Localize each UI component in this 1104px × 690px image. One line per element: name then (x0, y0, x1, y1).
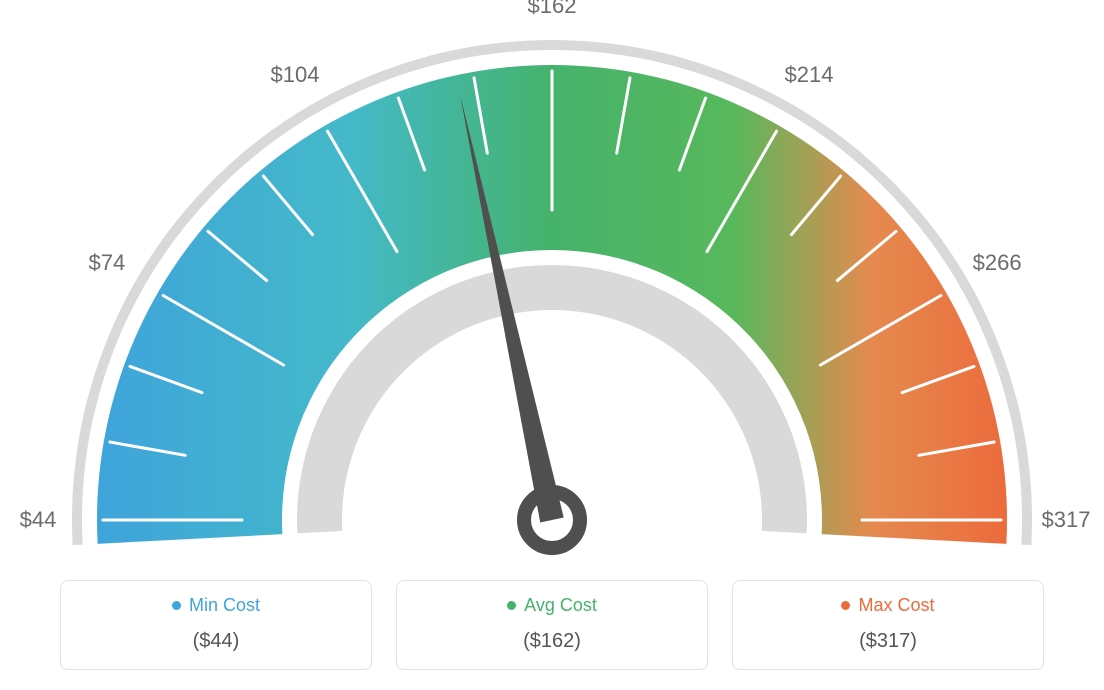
gauge-svg (0, 0, 1104, 560)
gauge-tick-label: $74 (89, 250, 126, 276)
legend-title-min: Min Cost (172, 595, 260, 616)
legend-row: Min Cost ($44) Avg Cost ($162) Max Cost … (60, 580, 1044, 670)
legend-dot-min (172, 601, 181, 610)
legend-dot-avg (507, 601, 516, 610)
legend-card-max: Max Cost ($317) (732, 580, 1044, 670)
gauge-tick-label: $104 (271, 62, 320, 88)
legend-title-avg: Avg Cost (507, 595, 597, 616)
gauge-area: $44 $74 $104 $162 $214 $266 $317 (0, 0, 1104, 560)
legend-card-avg: Avg Cost ($162) (396, 580, 708, 670)
legend-value-avg: ($162) (407, 630, 697, 653)
gauge-tick-label: $44 (20, 507, 57, 533)
gauge-tick-label: $214 (785, 62, 834, 88)
legend-card-min: Min Cost ($44) (60, 580, 372, 670)
legend-label-max: Max Cost (858, 595, 934, 616)
legend-title-max: Max Cost (841, 595, 934, 616)
legend-label-min: Min Cost (189, 595, 260, 616)
legend-label-avg: Avg Cost (524, 595, 597, 616)
legend-value-min: ($44) (71, 630, 361, 653)
cost-gauge-chart: $44 $74 $104 $162 $214 $266 $317 Min Cost ($44… (0, 0, 1104, 690)
gauge-tick-label: $162 (528, 0, 577, 19)
legend-dot-max (841, 601, 850, 610)
legend-value-max: ($317) (743, 630, 1033, 653)
gauge-tick-label: $317 (1042, 507, 1091, 533)
gauge-tick-label: $266 (973, 250, 1022, 276)
